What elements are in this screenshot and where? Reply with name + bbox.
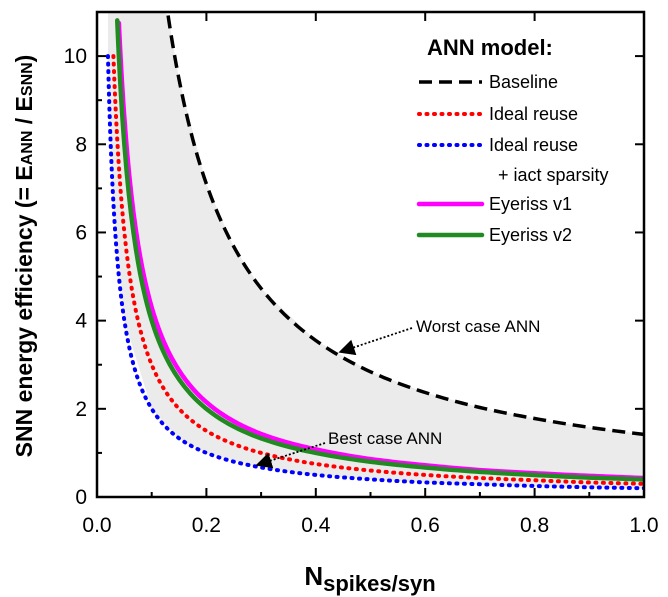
legend-label: Ideal reuse <box>489 104 578 124</box>
annotation-best-case: Best case ANN <box>328 429 442 448</box>
y-tick-label: 10 <box>64 45 87 68</box>
annotations: Worst case ANN Best case ANN <box>255 317 540 469</box>
legend-label: Eyeriss v1 <box>489 194 572 214</box>
y-tick-label: 2 <box>75 398 87 421</box>
legend-label-cont: + iact sparsity <box>498 165 609 185</box>
shaded-region <box>107 12 644 489</box>
series-layer <box>105 15 644 491</box>
y-tick-label: 4 <box>75 310 87 333</box>
x-tick-label: 0.8 <box>520 514 549 537</box>
y-axis-title-sub1: ANN <box>19 131 36 166</box>
annotation-arrow-worst <box>338 327 413 356</box>
x-axis-title: Nspikes/syn <box>304 561 435 596</box>
legend-title: ANN model: <box>427 35 553 60</box>
annotation-worst-case: Worst case ANN <box>416 317 540 336</box>
x-tick-label: 0.0 <box>82 514 111 537</box>
series-line-ideal-reuse-iact-sparsity <box>105 54 644 491</box>
y-axis-title-main: SNN energy efficiency (= E <box>11 165 37 457</box>
x-tick-label: 0.4 <box>301 514 331 537</box>
series-line-ideal-reuse <box>111 54 644 486</box>
y-tick-label: 0 <box>75 486 87 509</box>
y-axis-title-end: ) <box>11 55 37 63</box>
x-tick-label: 1.0 <box>629 514 658 537</box>
x-tick-label: 0.6 <box>411 514 440 537</box>
ticks-layer: 0.0 0.2 0.4 0.6 0.8 1.0 0 2 4 6 8 10 <box>64 11 659 537</box>
y-tick-label: 8 <box>75 133 87 156</box>
series-line-eyeriss-v2 <box>114 18 644 482</box>
series-line-baseline <box>166 15 644 437</box>
y-axis-title-sub2: SNN <box>19 62 36 96</box>
x-axis-title-main: N <box>304 561 323 591</box>
legend-items: Baseline Ideal reuse Ideal reuse + iact spa… <box>416 72 609 245</box>
legend-label: Eyeriss v2 <box>489 225 572 245</box>
y-axis-title: SNN energy efficiency (= EANN / ESNN) <box>11 55 37 458</box>
legend-label: Baseline <box>489 72 558 92</box>
x-tick-label: 0.2 <box>192 514 221 537</box>
legend-label: Ideal reuse <box>489 135 578 155</box>
x-axis-title-sub: spikes/syn <box>323 571 436 596</box>
legend: ANN model: Baseline Ideal reuse Ideal reus… <box>416 35 609 245</box>
y-axis-title-sep: / E <box>11 96 37 131</box>
y-tick-label: 6 <box>75 221 87 244</box>
shaded-area <box>107 12 644 489</box>
